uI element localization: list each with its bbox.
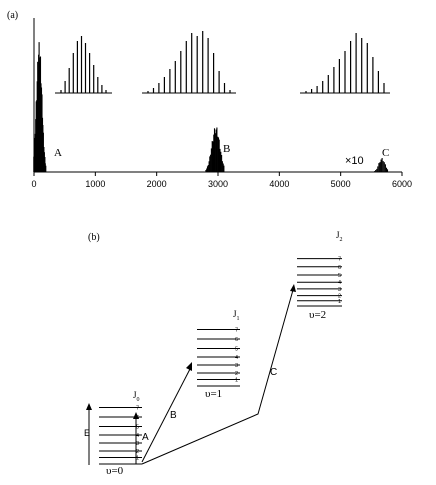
j-label-0: J0: [133, 390, 140, 403]
j-number: 5: [235, 347, 238, 353]
x-tick-label: 6000: [392, 179, 412, 189]
inset-b: [142, 31, 236, 94]
j-number: 3: [338, 287, 341, 293]
panel-b-label: (b): [88, 232, 100, 243]
j-number: 4: [235, 355, 238, 361]
j-number: 1: [235, 378, 238, 384]
j-number: 1: [136, 456, 139, 462]
j-number: 6: [338, 265, 341, 271]
transition-c-label: C: [270, 367, 277, 378]
j-number: 4: [338, 280, 341, 286]
transition-b-arrowhead: [186, 362, 192, 371]
j-number: 3: [136, 441, 139, 447]
j-number: 7: [235, 328, 238, 334]
j-number: 4: [136, 433, 139, 439]
x-tick-label: 2000: [147, 179, 167, 189]
band-b: [205, 127, 225, 172]
v-label-1: υ=1: [205, 388, 222, 400]
j-number: 7: [338, 257, 341, 263]
peak-label-a: A: [54, 147, 62, 159]
j-number: 5: [338, 273, 341, 279]
v-label-0: υ=0: [106, 465, 124, 477]
j-label-1: J1: [233, 309, 240, 322]
transition-a-arrowhead: [133, 412, 139, 419]
peak-label-c: C: [382, 147, 389, 159]
transition-a-label: A: [142, 432, 149, 443]
spectrum-plot: 0 1000 2000 3000 4000 5000 6000 A B C ×10: [31, 18, 412, 189]
x-ticks: 0 1000 2000 3000 4000 5000 6000: [31, 172, 412, 189]
transition-b-arrow: [141, 368, 191, 463]
j-label-2: J2: [336, 230, 343, 243]
band-a: [33, 42, 47, 172]
energy-arrowhead: [86, 403, 92, 410]
j-number: 3: [235, 363, 238, 369]
transition-c-arrowhead: [290, 284, 296, 292]
x-tick-label: 5000: [331, 179, 351, 189]
v-label-2: υ=2: [309, 309, 326, 321]
x-tick-label: 0: [31, 179, 36, 189]
j-number: 2: [136, 449, 139, 455]
x-tick-label: 4000: [269, 179, 289, 189]
j-number: 5: [136, 425, 139, 431]
transition-c-arrow: [141, 289, 294, 465]
band-c: [372, 158, 389, 172]
x-tick-label: 1000: [85, 179, 105, 189]
energy-label: E: [84, 428, 90, 438]
panel-a-label: (a): [7, 10, 18, 21]
j-number: 2: [338, 294, 341, 300]
inset-c: [300, 33, 390, 94]
peak-label-b: B: [223, 143, 230, 155]
j-number: 6: [235, 337, 238, 343]
x-tick-label: 3000: [208, 179, 228, 189]
transition-b-label: B: [170, 410, 177, 421]
scale-note: ×10: [345, 155, 364, 167]
j-number: 7: [136, 406, 139, 412]
inset-a: [55, 36, 112, 94]
level-stack-v1: 12 3 4 5 6 7: [197, 328, 240, 387]
j-number: 1: [338, 299, 341, 305]
j-number: 2: [235, 371, 238, 377]
